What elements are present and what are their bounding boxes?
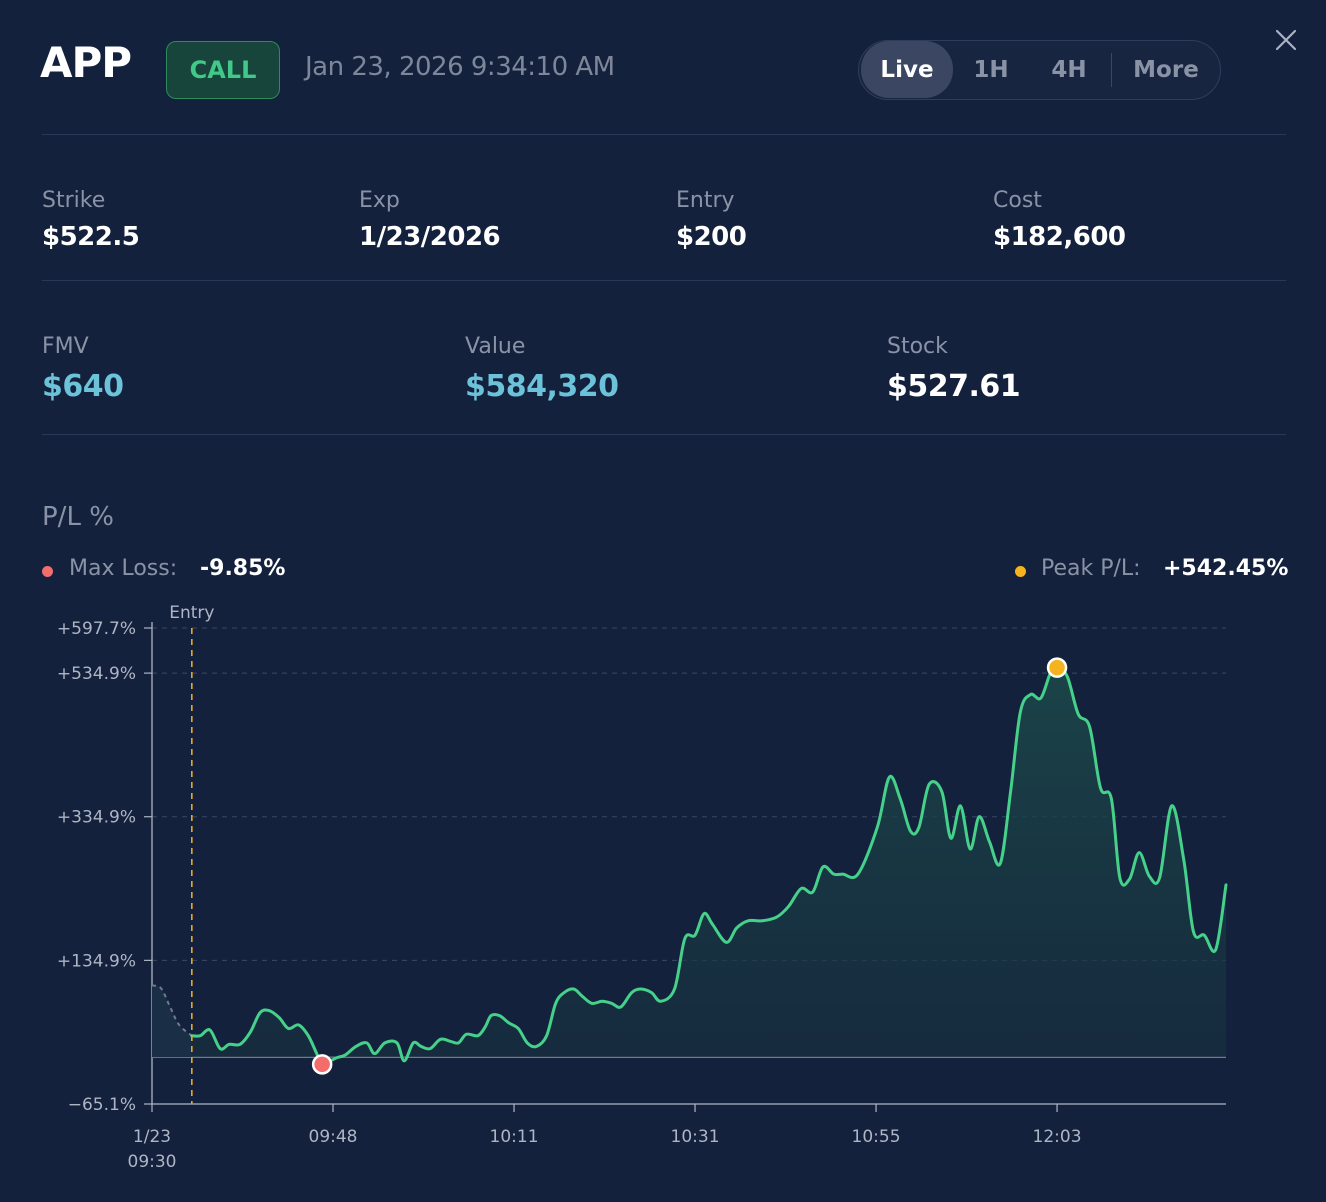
max-loss-point[interactable]	[311, 1054, 333, 1075]
entry-value: $200	[676, 222, 747, 252]
y-tick-label: +134.9%	[57, 951, 136, 971]
x-tick-label: 10:31	[671, 1127, 720, 1147]
tab-1h[interactable]: 1H	[973, 56, 1009, 83]
strike-value: $522.5	[42, 222, 140, 252]
peak-value: +542.45%	[1163, 556, 1289, 581]
y-tick-label: −65.1%	[68, 1095, 136, 1115]
fmv-label: FMV	[42, 334, 89, 359]
timeframe-tabs: Live 1H 4H More	[858, 40, 1221, 100]
close-icon[interactable]	[1270, 24, 1302, 56]
stock-label: Stock	[887, 334, 948, 359]
exp-label: Exp	[359, 188, 400, 213]
tab-4h[interactable]: 4H	[1051, 56, 1087, 83]
x-tick-label: 09:30	[128, 1152, 177, 1172]
exp-value: 1/23/2026	[359, 222, 501, 252]
x-tick-label: 10:55	[852, 1127, 901, 1147]
pl-title: P/L %	[42, 502, 114, 532]
peak-point[interactable]	[1046, 657, 1068, 678]
cost-label: Cost	[993, 188, 1042, 213]
max-loss-value: -9.85%	[200, 556, 286, 581]
timestamp: Jan 23, 2026 9:34:10 AM	[305, 52, 615, 82]
entry-label: Entry	[676, 188, 735, 213]
stock-value: $527.61	[887, 369, 1021, 404]
divider	[42, 434, 1286, 435]
x-tick-label: 09:48	[309, 1127, 358, 1147]
pl-area	[191, 667, 1226, 1065]
divider	[42, 134, 1286, 135]
pre-entry-area	[152, 985, 192, 1058]
strike-label: Strike	[42, 188, 106, 213]
tab-live[interactable]: Live	[861, 41, 953, 98]
tab-separator	[1111, 53, 1112, 87]
fmv-value: $640	[42, 369, 124, 404]
cost-value: $182,600	[993, 222, 1126, 252]
tab-more[interactable]: More	[1133, 56, 1199, 83]
max-loss-label: Max Loss:	[69, 556, 178, 581]
pre-entry-line	[151, 984, 193, 1037]
y-tick-label: +334.9%	[57, 808, 136, 828]
x-tick-label: 1/23	[133, 1127, 171, 1147]
value-label: Value	[465, 334, 526, 359]
peak-dot-icon	[1015, 566, 1026, 577]
x-tick-label: 12:03	[1033, 1127, 1082, 1147]
value-value: $584,320	[465, 369, 619, 404]
max-loss-dot-icon	[42, 566, 53, 577]
option-type-badge: CALL	[166, 41, 280, 99]
x-tick-label: 10:11	[490, 1127, 539, 1147]
divider	[42, 280, 1286, 281]
y-tick-label: +597.7%	[57, 619, 136, 639]
peak-label: Peak P/L:	[1041, 556, 1141, 581]
entry-label: Entry	[169, 603, 214, 623]
ticker-symbol: APP	[40, 38, 132, 87]
y-tick-label: +534.9%	[57, 664, 136, 684]
